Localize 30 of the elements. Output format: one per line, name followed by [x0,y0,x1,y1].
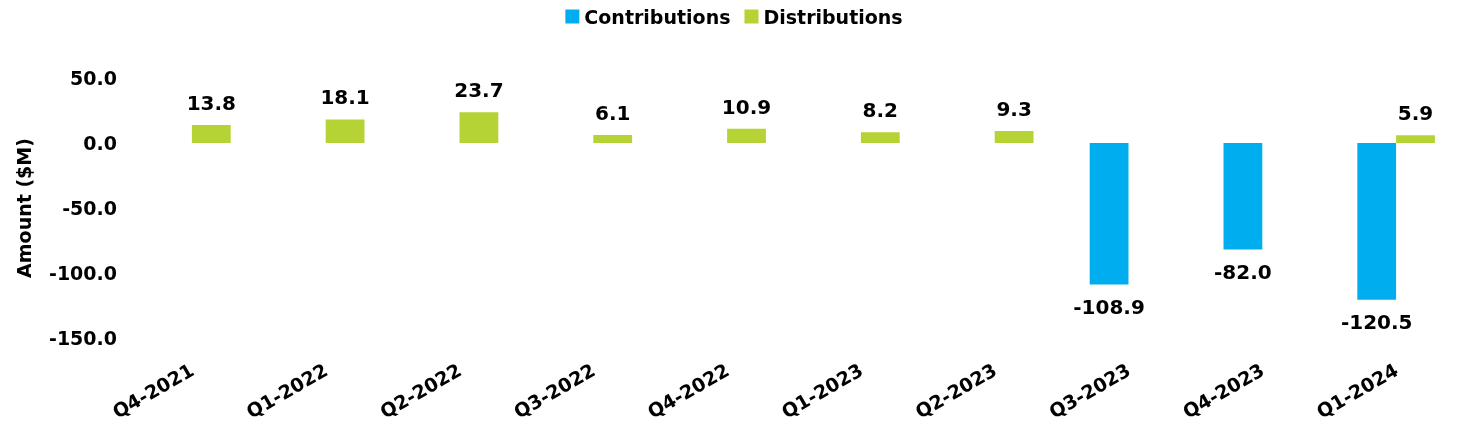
y-tick-label: 50.0 [70,67,117,89]
bar [1396,135,1435,143]
data-label: 18.1 [320,85,370,110]
bar [325,119,365,143]
y-tick-label: -150.0 [49,327,117,349]
bar [860,132,900,143]
bar [593,135,633,143]
bar [191,125,231,143]
bar [1223,143,1263,250]
data-label: 6.1 [594,101,631,126]
data-label: 8.2 [862,98,899,123]
bar [727,128,766,143]
legend-label: Contributions [584,5,731,28]
y-tick-label: -100.0 [49,262,117,284]
y-axis-title: Amount ($M) [12,138,35,278]
y-tick-label: -50.0 [62,197,117,219]
data-label: 23.7 [454,78,504,103]
bar [1089,143,1129,285]
bar [994,130,1034,143]
data-label: -108.9 [1073,294,1145,319]
data-label: 5.9 [1397,101,1434,126]
data-label: 10.9 [721,94,772,119]
bar [459,112,499,143]
data-label: 13.8 [186,91,236,116]
data-label: 9.3 [996,96,1032,121]
data-label: -120.5 [1340,309,1413,334]
bar [1357,143,1397,300]
legend-label: Distributions [763,5,903,28]
data-label: -82.0 [1214,259,1272,284]
y-tick-label: 0.0 [83,132,117,154]
